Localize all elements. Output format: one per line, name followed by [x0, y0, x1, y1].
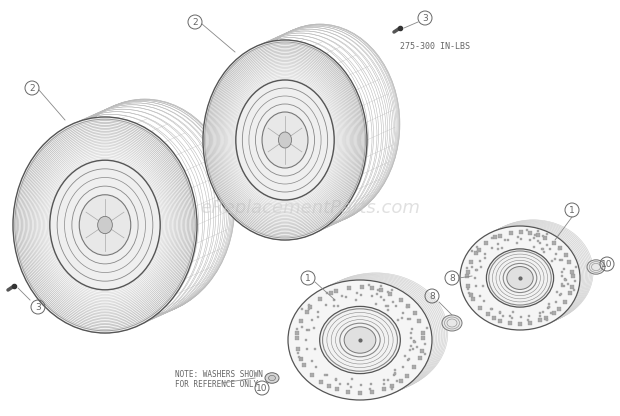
Ellipse shape [464, 224, 584, 328]
Ellipse shape [467, 223, 587, 327]
Ellipse shape [320, 307, 401, 374]
Ellipse shape [291, 279, 435, 399]
Ellipse shape [301, 274, 445, 394]
Ellipse shape [290, 279, 433, 399]
Ellipse shape [298, 276, 441, 396]
Text: 8: 8 [449, 274, 455, 283]
Ellipse shape [288, 280, 432, 400]
Text: 2: 2 [29, 84, 35, 93]
Ellipse shape [507, 267, 533, 290]
Ellipse shape [487, 249, 554, 307]
Ellipse shape [278, 132, 291, 148]
Ellipse shape [265, 373, 279, 383]
Ellipse shape [294, 277, 438, 397]
Text: 275-300 IN-LBS: 275-300 IN-LBS [400, 42, 470, 51]
Ellipse shape [472, 220, 592, 324]
Text: NOTE: WASHERS SHOWN
FOR REFERENCE ONLY: NOTE: WASHERS SHOWN FOR REFERENCE ONLY [175, 370, 263, 389]
Ellipse shape [236, 80, 334, 200]
Ellipse shape [463, 225, 583, 329]
Ellipse shape [299, 275, 443, 395]
Ellipse shape [473, 220, 593, 324]
Text: 8: 8 [429, 292, 435, 301]
Ellipse shape [303, 274, 446, 394]
Ellipse shape [293, 278, 436, 398]
Ellipse shape [468, 222, 588, 326]
Ellipse shape [304, 273, 448, 393]
Text: 10: 10 [601, 260, 613, 269]
Ellipse shape [262, 112, 308, 168]
Ellipse shape [469, 222, 589, 326]
Ellipse shape [13, 117, 197, 333]
Text: 10: 10 [256, 384, 268, 393]
Text: 1: 1 [569, 206, 575, 215]
Text: 2: 2 [192, 18, 198, 27]
Text: 1: 1 [305, 274, 311, 283]
Ellipse shape [344, 327, 376, 353]
Ellipse shape [460, 226, 580, 330]
Ellipse shape [296, 276, 440, 396]
Ellipse shape [203, 40, 367, 240]
Ellipse shape [587, 260, 605, 274]
Ellipse shape [79, 195, 131, 255]
Ellipse shape [50, 160, 160, 290]
Ellipse shape [471, 221, 591, 325]
Ellipse shape [268, 375, 275, 381]
Text: 3: 3 [422, 14, 428, 23]
Text: 3: 3 [35, 303, 41, 312]
Ellipse shape [97, 216, 112, 234]
Ellipse shape [465, 223, 585, 327]
Text: eReplacementParts.com: eReplacementParts.com [200, 199, 420, 217]
Ellipse shape [461, 225, 582, 329]
Ellipse shape [442, 315, 462, 331]
